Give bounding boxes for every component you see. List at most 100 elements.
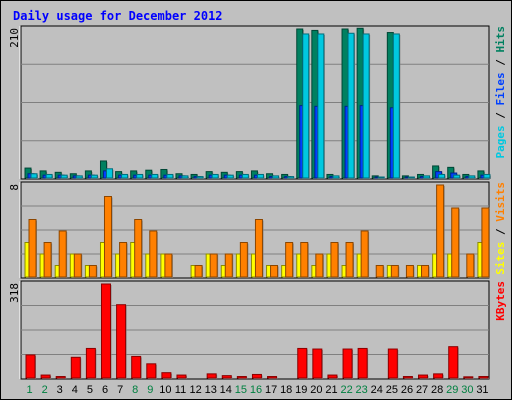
x-tick-label: 14 <box>220 384 232 396</box>
bar-visits-day-30 <box>466 253 475 278</box>
bar-visits-day-6 <box>103 196 112 278</box>
bar-pages-day-16 <box>256 173 264 179</box>
bar-visits-day-13 <box>209 253 218 278</box>
bar-pages-day-9 <box>151 173 159 179</box>
bar-visits-day-2 <box>43 242 52 278</box>
bar-kbytes-day-27 <box>418 374 429 379</box>
bar-visits-day-1 <box>28 219 37 278</box>
panel-hits-files-pages: 210 Pages / Files / Hits <box>8 25 507 180</box>
legend-entry: KBytes <box>494 281 507 321</box>
bar-visits-day-27 <box>421 265 430 278</box>
bar-pages-day-11 <box>181 175 189 179</box>
x-tick-label: 23 <box>356 384 368 396</box>
chart-title: Daily usage for December 2012 <box>13 9 223 23</box>
x-tick-label: 12 <box>189 384 201 396</box>
bar-kbytes-day-29 <box>448 346 459 379</box>
bar-visits-day-17 <box>270 265 279 278</box>
y-max-label: 8 <box>8 184 21 191</box>
x-tick-label: 26 <box>401 384 413 396</box>
x-tick-label: 7 <box>117 384 123 396</box>
x-tick-label: 5 <box>87 384 93 396</box>
bar-pages-day-1 <box>30 173 38 179</box>
x-tick-label: 1 <box>26 384 32 396</box>
x-tick-label: 2 <box>42 384 48 396</box>
bar-visits-day-22 <box>345 242 354 278</box>
legend: Sites / Visits <box>494 182 507 275</box>
bar-visits-day-26 <box>405 265 414 278</box>
bar-visits-day-16 <box>254 219 263 278</box>
bar-pages-day-10 <box>166 173 174 179</box>
bar-kbytes-day-1 <box>25 354 36 379</box>
legend: KBytes <box>494 281 507 321</box>
bar-kbytes-day-7 <box>116 304 127 379</box>
bar-pages-day-25 <box>392 33 400 179</box>
bar-pages-day-30 <box>468 175 476 179</box>
bar-pages-day-31 <box>483 173 491 179</box>
panel-kbytes: 318 KBytes <box>8 280 507 380</box>
x-tick-label: 31 <box>476 384 488 396</box>
x-tick-label: 21 <box>325 384 337 396</box>
bar-kbytes-day-10 <box>161 372 172 379</box>
bar-pages-day-15 <box>241 173 249 179</box>
bar-kbytes-day-8 <box>131 355 142 379</box>
bar-visits-day-25 <box>390 265 399 278</box>
bar-visits-day-21 <box>330 242 339 278</box>
x-tick-label: 4 <box>72 384 78 396</box>
x-tick-label: 20 <box>310 384 322 396</box>
y-max-label: 210 <box>8 28 21 48</box>
bar-visits-day-29 <box>451 207 460 278</box>
bar-pages-day-27 <box>423 175 431 179</box>
x-tick-label: 30 <box>461 384 473 396</box>
bar-kbytes-day-2 <box>40 374 51 379</box>
bar-pages-day-8 <box>136 173 144 179</box>
bar-pages-day-23 <box>362 33 370 179</box>
legend-entry: Pages <box>494 125 507 158</box>
x-tick-label: 24 <box>371 384 383 396</box>
panel-visits-sites: 8 Sites / Visits <box>8 181 507 279</box>
legend-separator: / <box>494 106 507 126</box>
bar-pages-day-14 <box>226 174 234 179</box>
bar-kbytes-day-21 <box>327 374 338 379</box>
bar-pages-day-7 <box>121 173 129 179</box>
bar-visits-day-18 <box>285 242 294 278</box>
bar-kbytes-day-16 <box>251 373 262 379</box>
bar-pages-day-20 <box>317 33 325 179</box>
bar-pages-day-18 <box>287 176 295 179</box>
x-tick-label: 19 <box>295 384 307 396</box>
bar-visits-day-28 <box>436 184 445 278</box>
bar-visits-day-4 <box>73 253 82 278</box>
legend-separator: / <box>494 222 507 242</box>
x-tick-label: 13 <box>205 384 217 396</box>
bar-visits-day-7 <box>119 242 128 278</box>
x-tick-label: 29 <box>446 384 458 396</box>
x-tick-label: 10 <box>159 384 171 396</box>
bar-visits-day-10 <box>164 253 173 278</box>
bar-pages-day-4 <box>75 175 83 179</box>
bar-kbytes-day-9 <box>146 363 157 379</box>
x-tick-label: 3 <box>57 384 63 396</box>
y-max-label: 318 <box>8 283 21 303</box>
x-axis-day-labels: 1 2 3 4 5 6 7 8 9 10 11 12 13 14 15 16 17 18 19 20 21 22 23 24 2… <box>26 384 488 396</box>
bar-kbytes-day-5 <box>85 347 96 379</box>
bar-pages-day-17 <box>272 175 280 179</box>
bar-pages-day-2 <box>45 173 53 179</box>
x-tick-label: 27 <box>416 384 428 396</box>
bar-pages-day-13 <box>211 173 219 179</box>
bar-kbytes-day-23 <box>357 347 368 379</box>
bar-kbytes-day-22 <box>342 348 353 379</box>
legend-entry: Sites <box>494 242 507 275</box>
x-tick-label: 9 <box>147 384 153 396</box>
bar-visits-day-19 <box>300 242 309 278</box>
bar-pages-day-19 <box>302 33 310 179</box>
bar-kbytes-day-6 <box>100 283 111 379</box>
x-tick-label: 17 <box>265 384 277 396</box>
bar-pages-day-6 <box>105 168 113 179</box>
bar-pages-day-3 <box>60 174 68 179</box>
bar-kbytes-day-17 <box>267 376 278 379</box>
bar-pages-day-24 <box>377 176 385 179</box>
bar-kbytes-day-3 <box>55 376 66 379</box>
bar-visits-day-8 <box>134 219 143 278</box>
x-tick-label: 6 <box>102 384 108 396</box>
